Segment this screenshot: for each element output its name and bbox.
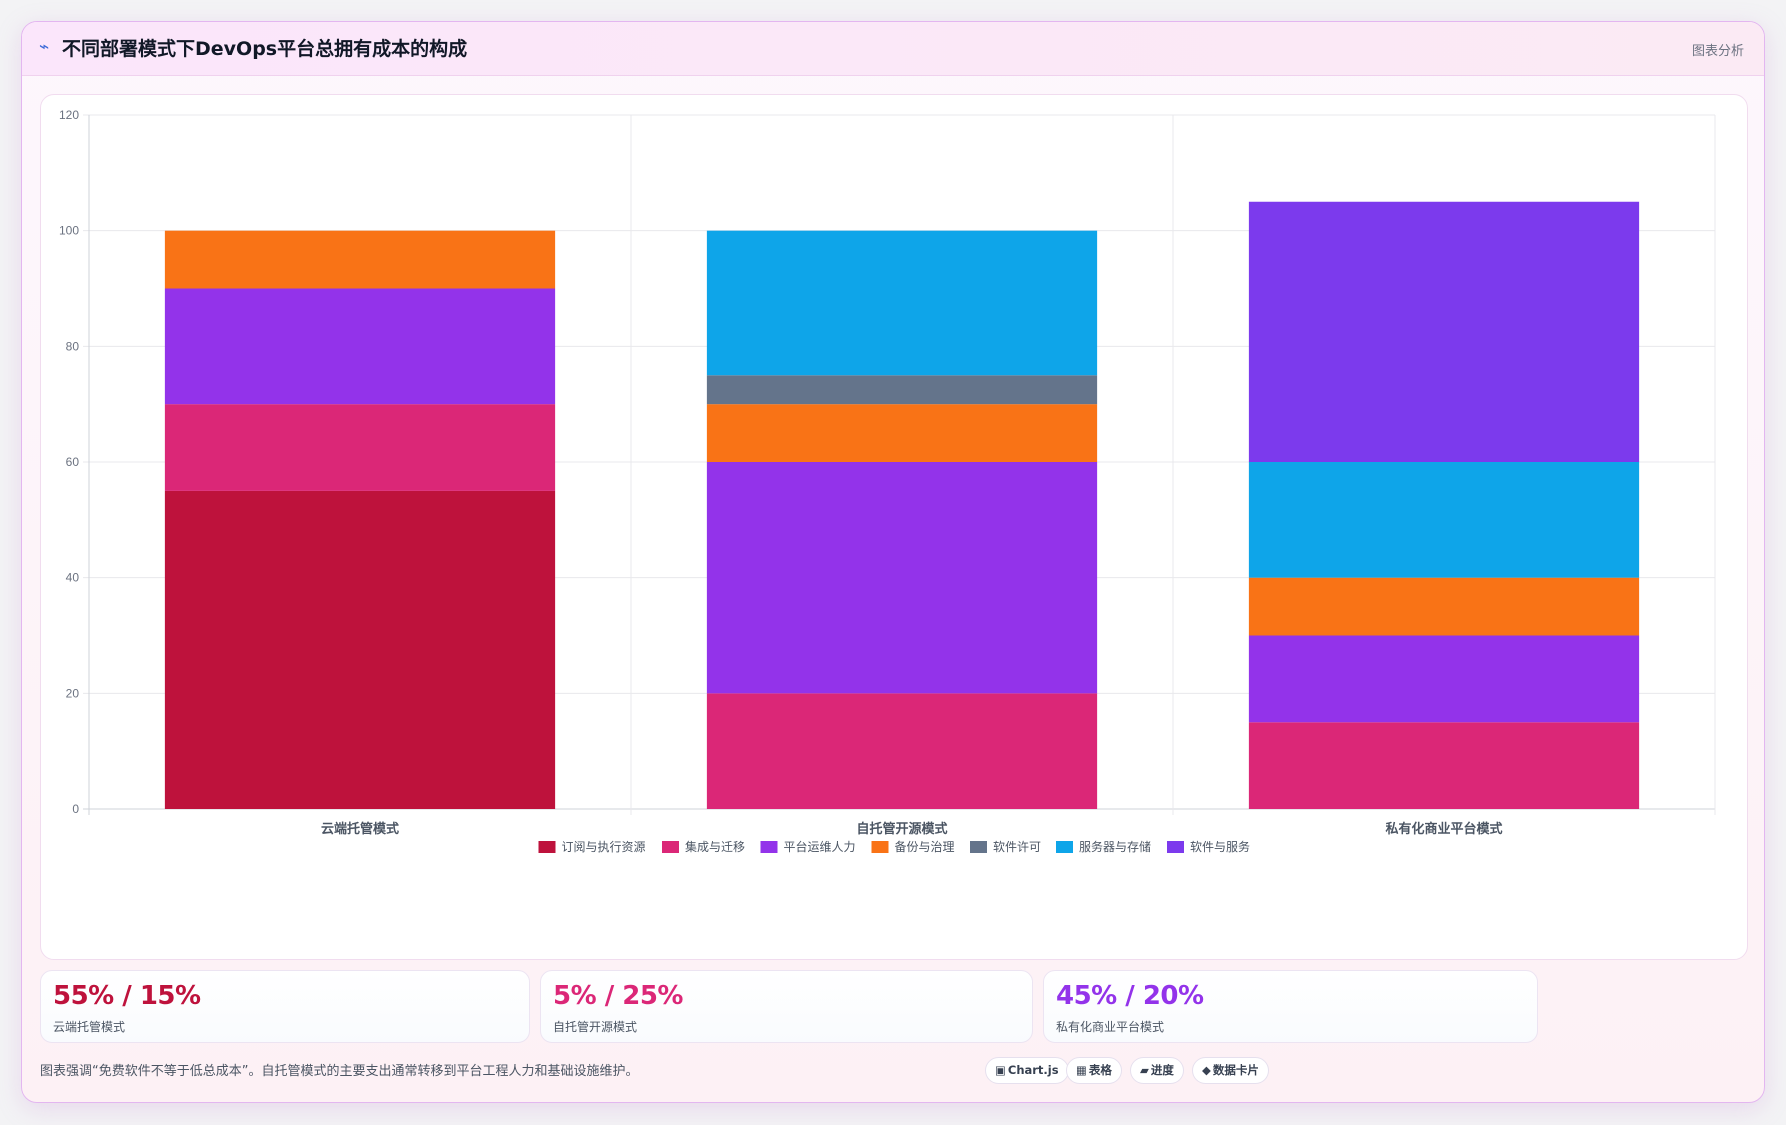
bar-segment — [164, 404, 556, 491]
legend-label: 软件许可 — [993, 840, 1041, 854]
bar-segment — [164, 288, 556, 405]
y-tick-label: 20 — [66, 686, 80, 700]
legend-swatch — [662, 841, 679, 853]
chart-card: ⌁ 不同部署模式下DevOps平台总拥有成本的构成 图表分析 0 20 40 60 80… — [21, 21, 1765, 1103]
legend-swatch — [538, 841, 556, 853]
card-header: ⌁ 不同部署模式下DevOps平台总拥有成本的构成 图表分析 — [22, 22, 1764, 76]
stat-card-self-hosted: 5% / 25% 自托管开源模式 — [540, 970, 1033, 1043]
x-tick-label: 私有化商业平台模式 — [1385, 821, 1502, 836]
trend-icon: ⌁ — [39, 37, 50, 57]
bar-segment — [1248, 722, 1640, 809]
chip-label: 进度 — [1150, 1063, 1174, 1077]
chip-label: 数据卡片 — [1212, 1063, 1259, 1077]
stat-label: 自托管开源模式 — [553, 1020, 638, 1034]
y-tick-label: 80 — [66, 339, 80, 353]
stat-label: 云端托管模式 — [53, 1020, 126, 1034]
stat-card-cloud: 55% / 15% 云端托管模式 — [40, 970, 530, 1043]
chip-chartjs[interactable]: ▣ Chart.js — [985, 1057, 1069, 1084]
bar-segment — [706, 462, 1098, 694]
chip-table[interactable]: ▦ 表格 — [1066, 1057, 1122, 1084]
legend-swatch — [871, 841, 889, 853]
legend-label: 备份与治理 — [895, 840, 955, 854]
table-icon: ▦ — [1076, 1063, 1087, 1077]
chart-icon: ▣ — [995, 1063, 1006, 1077]
legend-swatch — [1056, 841, 1073, 853]
legend-swatch — [760, 841, 778, 853]
stat-card-private: 45% / 20% 私有化商业平台模式 — [1043, 970, 1538, 1043]
y-tick-label: 40 — [66, 571, 80, 585]
legend-swatch — [970, 841, 987, 853]
y-tick-label: 60 — [66, 455, 80, 469]
x-tick-label: 云端托管模式 — [321, 821, 399, 836]
chart-analysis-link[interactable]: 图表分析 — [1691, 44, 1744, 59]
bar-segment — [706, 375, 1098, 405]
card-title: 不同部署模式下DevOps平台总拥有成本的构成 — [62, 38, 468, 60]
legend-label: 集成与迁移 — [685, 839, 745, 854]
stacked-bar-chart: 0 20 40 60 80 100 120 云端托管模式 自托管开源模式 私有化商业平台模式订阅与… — [59, 108, 1716, 854]
chip-progress[interactable]: ▰ 进度 — [1130, 1057, 1184, 1084]
progress-icon: ▰ — [1140, 1063, 1149, 1077]
y-tick-label: 100 — [59, 224, 79, 238]
stat-value: 55% / 15% — [53, 981, 201, 1011]
legend-label: 平台运维人力 — [784, 839, 856, 854]
bar-segment — [1248, 462, 1640, 578]
bar-segment — [164, 230, 556, 289]
legend-label: 订阅与执行资源 — [562, 840, 646, 854]
stat-value: 45% / 20% — [1056, 981, 1204, 1011]
legend-swatch — [1167, 841, 1184, 853]
card-icon: ◆ — [1202, 1063, 1211, 1077]
chip-data-card[interactable]: ◆ 数据卡片 — [1192, 1057, 1269, 1084]
chart-container: 0 20 40 60 80 100 120 云端托管模式 自托管开源模式 私有化商业平台模式订阅与… — [40, 94, 1748, 960]
chip-label: 表格 — [1088, 1063, 1112, 1077]
bar-segment — [1248, 635, 1640, 723]
bar-segment — [164, 490, 556, 809]
x-tick-label: 自托管开源模式 — [856, 821, 947, 836]
bar-segment — [706, 404, 1098, 462]
chart-footnote: 图表强调“免费软件不等于低总成本”。自托管模式的主要支出通常转移到平台工程人力和… — [40, 1064, 639, 1079]
bar-segment — [1248, 577, 1640, 636]
legend-label: 软件与服务 — [1190, 839, 1250, 854]
stat-label: 私有化商业平台模式 — [1056, 1020, 1165, 1034]
chip-label: Chart.js — [1007, 1063, 1059, 1077]
legend-label: 服务器与存储 — [1079, 839, 1151, 854]
bar-segment — [706, 693, 1098, 809]
stat-value: 5% / 25% — [553, 981, 683, 1011]
y-tick-label: 120 — [59, 108, 79, 122]
bar-segment — [1248, 201, 1640, 462]
bar-segment — [706, 230, 1098, 376]
y-tick-label: 0 — [72, 802, 79, 816]
